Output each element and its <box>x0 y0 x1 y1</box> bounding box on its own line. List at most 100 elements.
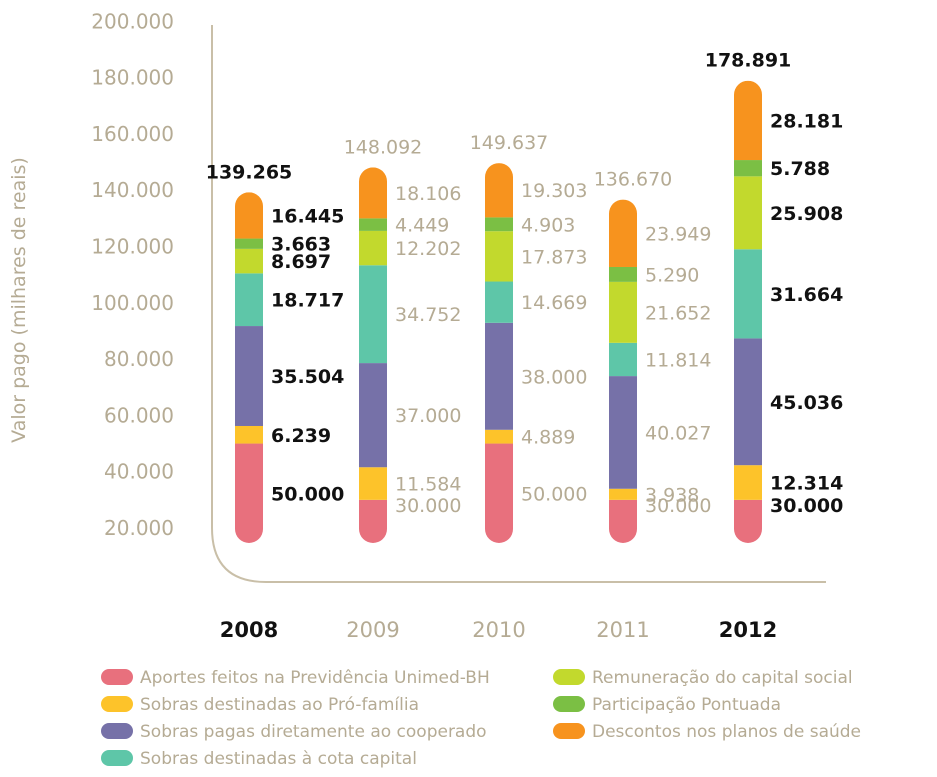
bar-segment <box>485 217 513 232</box>
legend-item: Remuneração do capital social <box>553 668 853 688</box>
data-label: 14.669 <box>521 292 587 314</box>
x-tick-label: 2010 <box>472 618 525 642</box>
bar-segment <box>609 342 637 377</box>
data-label: 25.908 <box>770 203 843 225</box>
data-label: 4.449 <box>395 215 449 237</box>
bar-segment <box>734 249 762 339</box>
data-label: 34.752 <box>395 304 461 326</box>
data-label: 23.949 <box>645 223 711 245</box>
y-tick-label: 120.000 <box>91 235 174 259</box>
bar-segment <box>359 230 387 266</box>
legend-label: Sobras destinadas ao Pró-família <box>140 695 419 715</box>
legend-label: Participação Pontuada <box>592 695 781 715</box>
bar-segment <box>359 265 387 364</box>
legend-item: Sobras destinadas ao Pró-família <box>101 695 419 715</box>
data-label: 8.697 <box>271 251 331 273</box>
bar-segment <box>609 488 637 500</box>
legend-label: Sobras pagas diretamente ao cooperado <box>140 722 487 742</box>
legend-label: Sobras destinadas à cota capital <box>140 749 417 769</box>
data-label: 37.000 <box>395 405 461 427</box>
y-tick-label: 60.000 <box>104 403 174 427</box>
legend-label: Descontos nos planos de saúde <box>592 722 861 742</box>
bar-segment <box>235 273 263 327</box>
bar-segment <box>235 425 263 444</box>
bar-segment <box>734 176 762 250</box>
legend-label: Aportes feitos na Previdência Unimed-BH <box>140 668 490 688</box>
legend-item: Sobras pagas diretamente ao cooperado <box>101 722 487 742</box>
axis-line <box>211 25 826 583</box>
data-label: 50.000 <box>271 483 344 505</box>
data-label: 11.814 <box>645 349 711 371</box>
legend-item: Descontos nos planos de saúde <box>553 722 861 742</box>
legend-item: Sobras destinadas à cota capital <box>101 749 417 769</box>
bar-segment <box>734 338 762 466</box>
x-tick-label: 2012 <box>719 618 777 642</box>
total-label: 148.092 <box>344 136 423 158</box>
bar-segment <box>734 80 762 161</box>
bar-segment <box>734 499 762 543</box>
bar-segment <box>609 281 637 343</box>
bar-segment <box>609 376 637 489</box>
bar-segment <box>359 499 387 543</box>
data-label: 3.663 <box>271 234 331 256</box>
bar-segment <box>235 326 263 426</box>
data-label: 3.938 <box>645 484 699 506</box>
legend-label: Remuneração do capital social <box>592 668 853 688</box>
bar-segment <box>235 238 263 249</box>
legend-swatch <box>101 669 133 685</box>
y-tick-label: 180.000 <box>91 66 174 90</box>
y-tick-label: 200.000 <box>91 9 174 33</box>
data-label: 30.000 <box>770 495 843 517</box>
data-label: 30.000 <box>395 495 461 517</box>
data-label: 19.303 <box>521 180 587 202</box>
total-label: 136.670 <box>594 169 673 191</box>
bar-segment <box>235 192 263 239</box>
bar-segment <box>734 160 762 177</box>
bar-segment <box>359 218 387 231</box>
bar-segment <box>485 281 513 323</box>
bar-segment <box>485 443 513 543</box>
legend-swatch <box>101 696 133 712</box>
data-label: 35.504 <box>271 366 344 388</box>
bar-stack-2011 <box>609 199 637 543</box>
bar-segment <box>734 465 762 500</box>
data-label: 4.903 <box>521 214 575 236</box>
x-tick-label: 2011 <box>596 618 649 642</box>
bar-segment <box>359 363 387 468</box>
data-label: 5.290 <box>645 264 699 286</box>
bar-segment <box>609 266 637 282</box>
bar-segment <box>359 167 387 219</box>
bar-segment <box>485 231 513 282</box>
bar-segment <box>609 499 637 543</box>
legend-swatch <box>553 696 585 712</box>
bar-segment <box>485 429 513 444</box>
legend-item: Aportes feitos na Previdência Unimed-BH <box>101 668 490 688</box>
legend-swatch <box>553 723 585 739</box>
data-label: 18.106 <box>395 183 461 205</box>
data-label: 5.788 <box>770 158 830 180</box>
data-label: 12.314 <box>770 473 843 495</box>
total-label: 149.637 <box>470 132 549 154</box>
data-label: 45.036 <box>770 392 843 414</box>
data-label: 18.717 <box>271 290 344 312</box>
x-tick-label: 2009 <box>346 618 399 642</box>
legend-swatch <box>553 669 585 685</box>
data-label: 50.000 <box>521 483 587 505</box>
bar-segment <box>485 163 513 218</box>
data-label: 16.445 <box>271 205 344 227</box>
y-tick-label: 100.000 <box>91 291 174 315</box>
y-axis-label: Valor pago (milhares de reais) <box>8 157 30 443</box>
y-tick-label: 140.000 <box>91 178 174 202</box>
data-label: 11.584 <box>395 474 461 496</box>
legend-swatch <box>101 750 133 766</box>
bar-segment <box>359 467 387 500</box>
y-tick-label: 20.000 <box>104 516 174 540</box>
data-label: 40.027 <box>645 422 711 444</box>
data-label: 28.181 <box>770 110 843 132</box>
bar-segment <box>235 248 263 274</box>
bar-segment <box>485 322 513 430</box>
data-label: 38.000 <box>521 366 587 388</box>
total-label: 139.265 <box>206 161 293 183</box>
bar-stack-2012 <box>734 80 762 543</box>
